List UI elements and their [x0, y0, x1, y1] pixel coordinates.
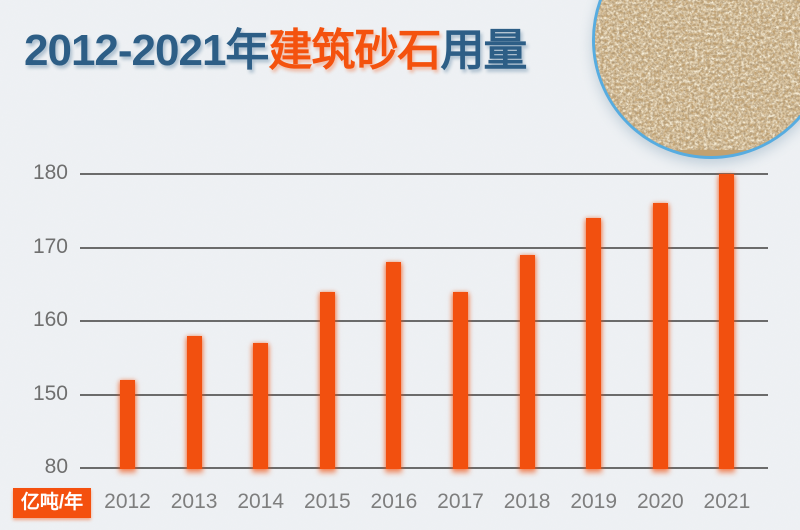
x-tick-label-2018: 2018	[503, 490, 551, 513]
x-tick-label-2019: 2019	[570, 490, 618, 513]
unit-badge: 亿吨/年	[13, 488, 91, 518]
y-tick-label-150: 150	[32, 381, 68, 405]
bar-2017	[453, 291, 468, 469]
y-tick-label-180: 180	[32, 161, 68, 184]
title-years: 2012-2021年	[24, 26, 269, 75]
bar-2018	[519, 254, 535, 469]
bar-2019	[586, 218, 602, 469]
bar-2014	[253, 343, 269, 469]
page-title: 2012-2021年建筑砂石用量	[24, 26, 527, 77]
title-suffix: 用量	[440, 26, 527, 75]
x-tick-label-2013: 2013	[170, 490, 218, 513]
bar-2016	[386, 262, 402, 469]
y-tick-label-170: 170	[32, 234, 68, 258]
title-subject: 建筑砂石	[268, 26, 441, 75]
x-tick-label-2012: 2012	[104, 490, 151, 513]
y-tick-label-80: 80	[44, 455, 68, 478]
x-tick-label-2015: 2015	[303, 490, 351, 513]
bar-2013	[186, 335, 202, 469]
x-tick-label-2020: 2020	[636, 490, 684, 513]
bar-2021	[719, 174, 735, 469]
x-tick-label-2014: 2014	[237, 490, 285, 513]
bar-2020	[652, 203, 668, 469]
gridline-180	[80, 173, 768, 175]
x-tick-label-2017: 2017	[437, 490, 484, 513]
x-tick-label-2021: 2021	[703, 490, 751, 513]
bar-2012	[120, 379, 135, 469]
bar-2015	[319, 291, 335, 469]
x-tick-label-2016: 2016	[370, 490, 418, 513]
y-tick-label-160: 160	[32, 308, 68, 331]
